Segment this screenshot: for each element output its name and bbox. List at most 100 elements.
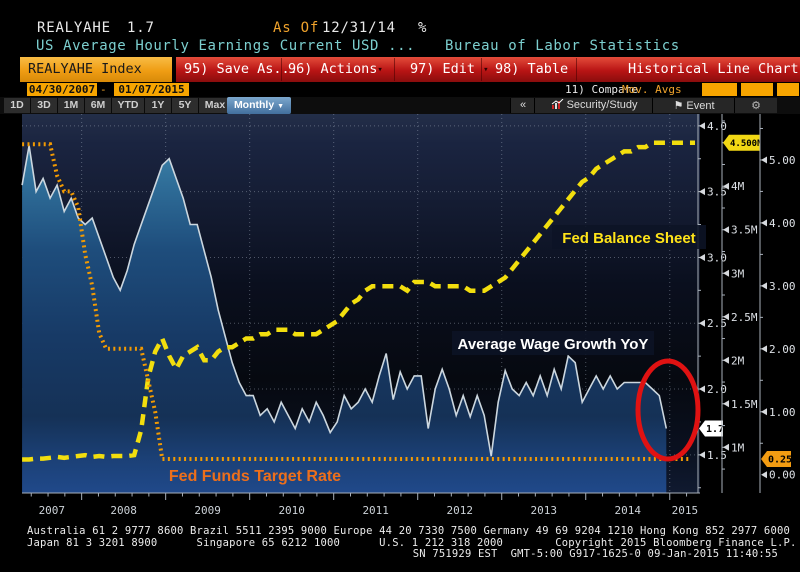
series-line-fed-balance-sheet — [22, 140, 695, 462]
y-tick-arrow-icon — [699, 188, 705, 196]
menu-separator — [394, 58, 395, 81]
period-button-1y[interactable]: 1Y — [145, 98, 172, 113]
key-event-box[interactable] — [702, 83, 737, 96]
as-of-date: 12/31/14 — [322, 20, 396, 36]
y-tick-label: 2M — [731, 354, 745, 367]
terminal-footer: Australia 61 2 9777 8600 Brazil 5511 239… — [0, 525, 800, 561]
y-tick-arrow-icon — [761, 471, 767, 479]
chevron-down-icon: ▼ — [277, 103, 285, 110]
y-tick-label: 0.00 — [769, 469, 796, 482]
y-tick-label: 4M — [731, 180, 745, 193]
y-tick-arrow-icon — [723, 443, 729, 451]
index-button[interactable]: REALYAHE Index — [20, 57, 172, 82]
last-value-tag-label: 4.500M — [730, 139, 763, 149]
period-button-6m[interactable]: 6M — [85, 98, 112, 113]
key-event-box[interactable] — [777, 83, 799, 96]
last-value-tag-funds — [761, 451, 791, 468]
y-tick-arrow-icon — [761, 345, 767, 353]
series-line-average-wage-growth-yoy — [21, 145, 668, 457]
y-tick-arrow-icon — [699, 122, 705, 130]
y-tick-arrow-icon — [699, 385, 705, 393]
date-range-separator: - — [100, 83, 107, 96]
annotation-fed-funds-target-rate: Fed Funds Target Rate — [169, 468, 341, 485]
x-tick-label: 2011 — [362, 504, 389, 517]
y-tick-arrow-icon — [723, 356, 729, 364]
units-label: % — [418, 20, 428, 36]
period-button-max[interactable]: Max — [199, 98, 232, 113]
y-tick-label: 5.00 — [769, 154, 796, 167]
menu-separator — [481, 58, 482, 81]
period-button-5y[interactable]: 5Y — [172, 98, 199, 113]
security-study-button[interactable]: Security/Study — [534, 98, 653, 113]
y-tick-arrow-icon — [723, 400, 729, 408]
annotation-average-wage-growth-yoy: Average Wage Growth YoY — [458, 336, 649, 353]
x-tick-label: 2014 — [614, 504, 641, 517]
end-date-field[interactable]: 01/07/2015 — [114, 83, 189, 96]
footer-contacts-line1: Australia 61 2 9777 8600 Brazil 5511 239… — [27, 525, 791, 537]
y-tick-arrow-icon — [699, 451, 705, 459]
footer-contacts-line2: Japan 81 3 3201 8900 Singapore 65 6212 1… — [27, 536, 797, 549]
frequency-dropdown[interactable]: Monthly ▼ — [227, 97, 291, 114]
menu-separator — [281, 58, 282, 81]
y-tick-label: 2.0 — [707, 383, 727, 396]
toolbar: REALYAHE Index 95) Save As... 96) Action… — [0, 57, 800, 82]
x-tick-label: 2009 — [194, 504, 221, 517]
y-tick-arrow-icon — [699, 253, 705, 261]
start-date-field[interactable]: 04/30/2007 — [27, 83, 97, 96]
last-value-tag-wage — [699, 420, 723, 437]
x-tick-label: 2010 — [278, 504, 305, 517]
y-tick-arrow-icon — [761, 282, 767, 290]
annotation-bg — [452, 331, 654, 355]
x-tick-label: 2013 — [530, 504, 557, 517]
y-tick-label: 2.00 — [769, 343, 796, 356]
highlight-ellipse — [635, 358, 701, 462]
last-value: 1.7 — [127, 20, 155, 36]
actions-dropdown-icon: ▾ — [377, 65, 383, 75]
gear-icon: ⚙ — [751, 99, 761, 112]
x-tick-label: 2012 — [446, 504, 473, 517]
settings-button[interactable]: ⚙ — [734, 98, 777, 113]
y-tick-label: 3M — [731, 267, 745, 280]
annotation-fed-balance-sheet: Fed Balance Sheet — [562, 230, 695, 247]
footer-session-info: SN 751929 EST GMT-5:00 G917-1625-0 09-Ja… — [412, 548, 778, 560]
y-tick-label: 4.0 — [707, 120, 727, 133]
y-tick-label: 4.00 — [769, 217, 796, 230]
x-tick-label: 2007 — [39, 504, 66, 517]
edit-dropdown-icon: ▾ — [483, 65, 489, 75]
x-tick-label: 2008 — [110, 504, 137, 517]
x-tick-label: 2015 — [672, 504, 699, 517]
event-button[interactable]: ⚑ Event — [652, 98, 735, 113]
actions-button[interactable]: 96) Actions▾ — [288, 61, 383, 77]
y-tick-arrow-icon — [723, 269, 729, 277]
ticker-symbol: REALYAHE — [37, 20, 111, 36]
menu-bar: 95) Save As... 96) Actions▾ 97) Edit ▾ 9… — [176, 57, 800, 82]
y-tick-label: 2.5 — [707, 317, 727, 330]
table-button[interactable]: 98) Table — [495, 61, 569, 77]
flag-icon: ⚑ — [673, 99, 684, 112]
period-button-ytd[interactable]: YTD — [112, 98, 145, 113]
menu-separator — [576, 58, 577, 81]
key-event-box[interactable] — [741, 83, 773, 96]
y-tick-label: 1M — [731, 441, 745, 454]
mov-avgs-button[interactable]: Mov. Avgs — [622, 83, 682, 96]
period-button-1d[interactable]: 1D — [4, 98, 31, 113]
annotation-bg — [552, 225, 706, 249]
y-tick-arrow-icon — [761, 219, 767, 227]
period-button-3d[interactable]: 3D — [31, 98, 58, 113]
edit-button[interactable]: 97) Edit ▾ — [410, 61, 489, 77]
chart-icon — [551, 98, 563, 109]
security-description: US Average Hourly Earnings Current USD .… — [36, 38, 416, 54]
last-value-tag-balance — [723, 134, 760, 151]
period-button-1m[interactable]: 1M — [58, 98, 85, 113]
collapse-button[interactable]: « — [510, 98, 535, 113]
price-chart[interactable]: 2007 2008 2009 2010 2011 2012 2013 2014 2015 4.0 3… — [0, 114, 800, 526]
y-tick-label: 3.5 — [707, 186, 727, 199]
y-tick-label: 1.5 — [707, 449, 727, 462]
y-tick-arrow-icon — [723, 182, 729, 190]
save-as-button[interactable]: 95) Save As... — [184, 61, 298, 77]
y-tick-label: 2.5M — [731, 311, 758, 324]
period-bar: 1D 3D 1M 6M YTD 1Y 5Y Max Monthly ▼ « Security/… — [0, 97, 800, 114]
y-tick-arrow-icon — [723, 226, 729, 234]
last-value-tag-label: 1.7 — [706, 424, 724, 435]
compare-button[interactable]: 11) Compare — [565, 83, 638, 96]
